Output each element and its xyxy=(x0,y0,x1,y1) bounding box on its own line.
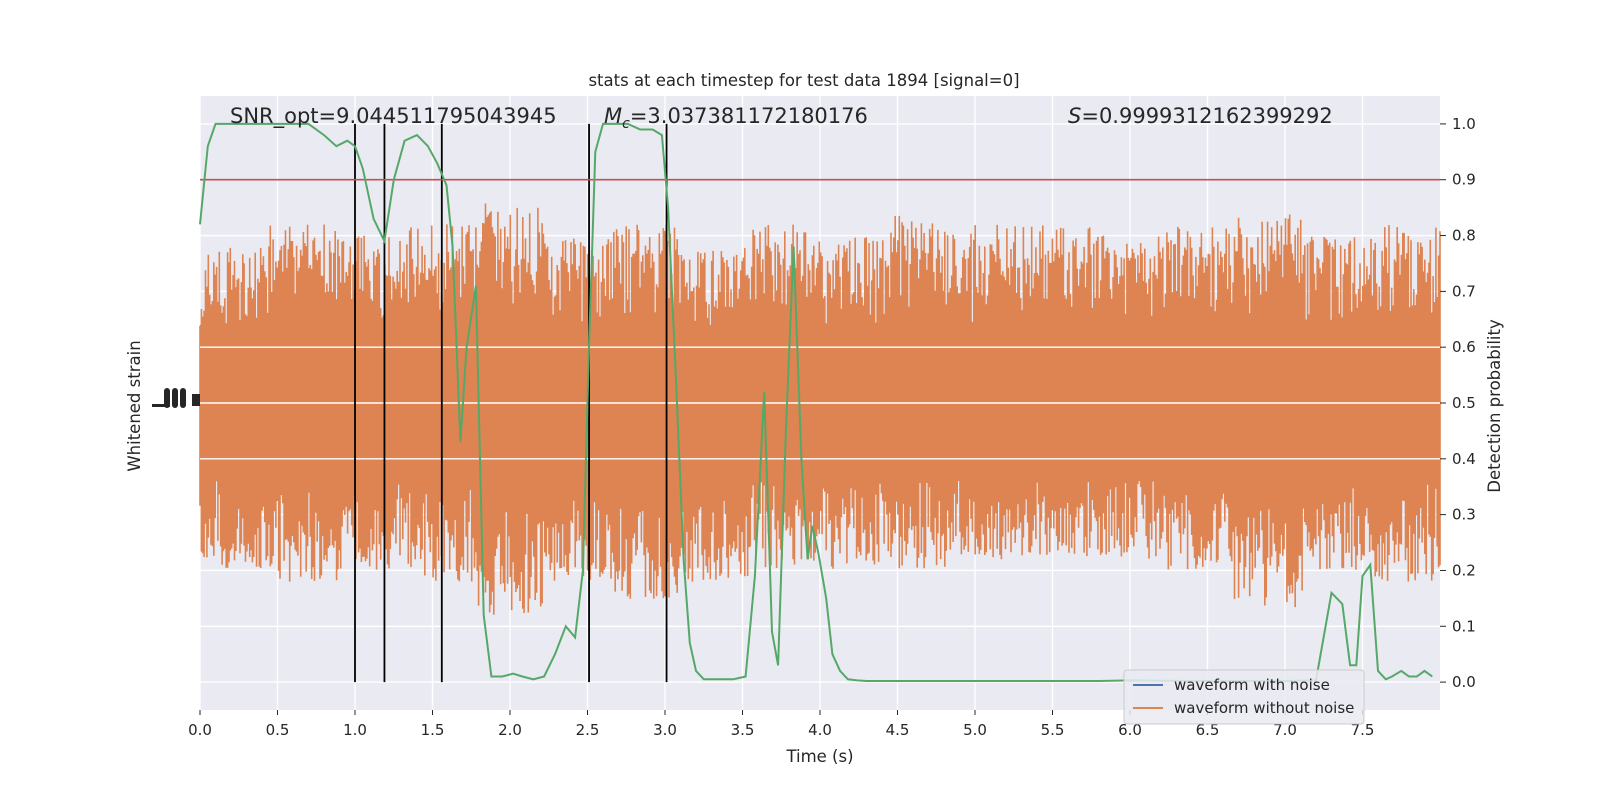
y-tick-label: 0.5 xyxy=(1452,394,1476,412)
x-tick-label: 4.0 xyxy=(808,721,832,739)
x-tick-label: 3.0 xyxy=(653,721,677,739)
x-tick-label: 5.5 xyxy=(1041,721,1065,739)
legend-label-clean: waveform without noise xyxy=(1174,699,1354,717)
x-tick-label: 1.0 xyxy=(343,721,367,739)
x-tick-label: 4.5 xyxy=(886,721,910,739)
legend-label-noise: waveform with noise xyxy=(1174,676,1330,694)
y-tick-label: 0.9 xyxy=(1452,171,1476,189)
x-tick-label: 0.5 xyxy=(266,721,290,739)
x-tick-label: 3.5 xyxy=(731,721,755,739)
mc-subscript: c xyxy=(622,116,630,132)
y-axis-right-label: Detection probability xyxy=(1485,319,1504,493)
s-value: =0.9999312162399292 xyxy=(1081,104,1332,128)
x-tick-label: 0.0 xyxy=(188,721,212,739)
legend: waveform with noise waveform without noi… xyxy=(1123,669,1365,725)
vertical-markers xyxy=(354,123,668,683)
x-tick-label: 1.5 xyxy=(421,721,445,739)
x-tick-label: 2.5 xyxy=(576,721,600,739)
y-tick-label: 0.0 xyxy=(1452,673,1476,691)
x-tick-label: 5.0 xyxy=(963,721,987,739)
left-tick-glyphs xyxy=(152,388,200,408)
y-axis-right-ticks: 0.0 0.1 0.2 0.3 0.4 0.5 0.6 0.7 0.8 0.9 1.0 xyxy=(1440,115,1476,691)
y-tick-label: 0.7 xyxy=(1452,282,1476,300)
x-tick-label: 2.0 xyxy=(498,721,522,739)
s-stat: S=0.9999312162399292 xyxy=(1068,104,1333,128)
x-axis-label: Time (s) xyxy=(785,747,853,766)
chart-title: stats at each timestep for test data 189… xyxy=(588,71,1019,90)
y-tick-label: 0.3 xyxy=(1452,506,1476,524)
x-tick-label: 7.0 xyxy=(1273,721,1297,739)
mc-value: =3.037381172180176 xyxy=(630,104,868,128)
waveform-without-noise xyxy=(199,203,1441,615)
x-tick-label: 7.5 xyxy=(1351,721,1375,739)
y-tick-label: 0.2 xyxy=(1452,561,1476,579)
legend-box xyxy=(1123,669,1365,725)
mc-stat: Mc=3.037381172180176 xyxy=(604,104,868,132)
x-tick-label: 6.0 xyxy=(1118,721,1142,739)
y-tick-label: 0.6 xyxy=(1452,338,1476,356)
y-tick-label: 0.1 xyxy=(1452,617,1476,635)
snr-stat: SNR_opt=9.044511795043945 xyxy=(230,104,557,129)
x-tick-label: 6.5 xyxy=(1196,721,1220,739)
y-tick-label: 0.8 xyxy=(1452,227,1476,245)
y-tick-label: 0.4 xyxy=(1452,450,1476,468)
y-tick-label: 1.0 xyxy=(1452,115,1476,133)
x-axis-ticks: 0.0 0.5 1.0 1.5 2.0 2.5 3.0 3.5 4.0 4.5 5.0 5.5 6.0 6… xyxy=(188,710,1374,739)
y-axis-left-label: Whitened strain xyxy=(125,340,144,471)
s-symbol: S xyxy=(1068,104,1081,128)
mc-symbol: M xyxy=(604,104,622,128)
